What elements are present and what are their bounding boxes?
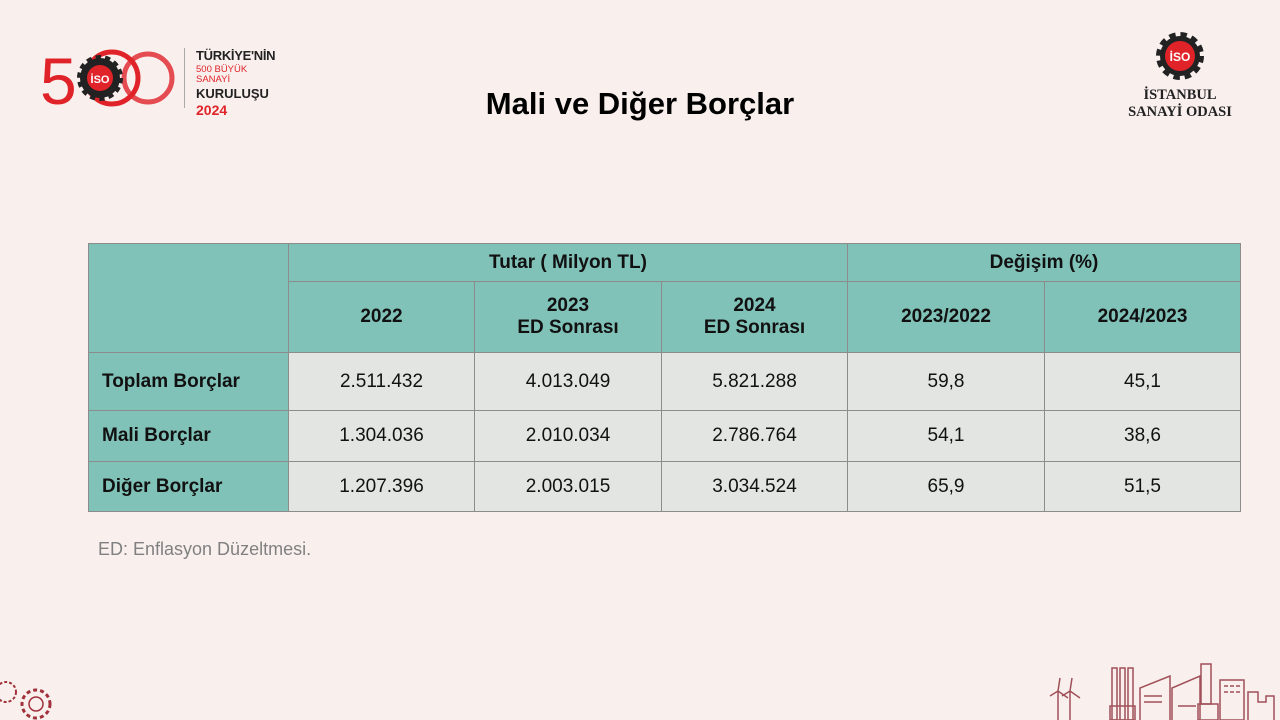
column-header: 2023/2022 (847, 281, 1045, 353)
table-cell: 59,8 (847, 352, 1045, 411)
logo-line-2: 500 BÜYÜK SANAYİ (196, 64, 248, 85)
table-cell: 5.821.288 (661, 352, 848, 411)
group-header-amount: Tutar ( Milyon TL) (288, 243, 848, 282)
turkiye-500-logo: 5 İSO TÜRKİYE'NİN 500 BÜYÜK SANAYİ KURUL… (40, 44, 276, 119)
row-label: Mali Borçlar (88, 410, 289, 462)
page-title: Mali ve Diğer Borçlar (485, 86, 795, 121)
table-cell: 51,5 (1044, 461, 1241, 512)
row-label: Diğer Borçlar (88, 461, 289, 512)
logo-line-1: TÜRKİYE'NİN (196, 48, 276, 63)
iso-logo: İSO İSTANBUL SANAYİ ODASI (1110, 30, 1250, 121)
logo-line-4: 2024 (196, 102, 228, 118)
500-gear-logo-icon: 5 İSO (40, 44, 175, 118)
logo-divider (184, 48, 185, 108)
table-cell: 2.786.764 (661, 410, 848, 462)
corner-cell (88, 243, 289, 353)
industrial-skyline-icon (1049, 663, 1275, 720)
row-label: Toplam Borçlar (88, 352, 289, 411)
footnote: ED: Enflasyon Düzeltmesi. (98, 539, 312, 559)
column-header: 2023 ED Sonrası (474, 281, 662, 353)
iso-name-line-2: SANAYİ ODASI (1128, 104, 1232, 120)
table-cell: 45,1 (1044, 352, 1241, 411)
table-cell: 38,6 (1044, 410, 1241, 462)
table-cell: 1.304.036 (288, 410, 475, 462)
table-row: Mali Borçlar 1.304.036 2.010.034 2.786.7… (88, 410, 1241, 462)
table-cell: 4.013.049 (474, 352, 662, 411)
table-row: Diğer Borçlar 1.207.396 2.003.015 3.034.… (88, 461, 1241, 512)
column-header: 2024 ED Sonrası (661, 281, 848, 353)
iso-gear-icon: İSO (1156, 32, 1204, 80)
iso-name-line-1: İSTANBUL (1143, 87, 1217, 103)
gears-icon (0, 681, 52, 720)
svg-text:İSO: İSO (1170, 49, 1191, 64)
column-header: 2024/2023 (1044, 281, 1241, 353)
svg-text:5: 5 (40, 44, 77, 114)
column-header: 2022 (288, 281, 475, 353)
group-header-change: Değişim (%) (847, 243, 1241, 282)
svg-text:İSO: İSO (91, 73, 110, 86)
debts-table: Tutar ( Milyon TL) Değişim (%) 2022 2023… (88, 243, 1241, 512)
table-cell: 65,9 (847, 461, 1045, 512)
table-row: Toplam Borçlar 2.511.432 4.013.049 5.821… (88, 352, 1241, 411)
logo-line-3: KURULUŞU (196, 86, 269, 101)
table-cell: 54,1 (847, 410, 1045, 462)
table-cell: 3.034.524 (661, 461, 848, 512)
table-cell: 2.003.015 (474, 461, 662, 512)
table-cell: 2.511.432 (288, 352, 475, 411)
table-cell: 2.010.034 (474, 410, 662, 462)
table-cell: 1.207.396 (288, 461, 475, 512)
